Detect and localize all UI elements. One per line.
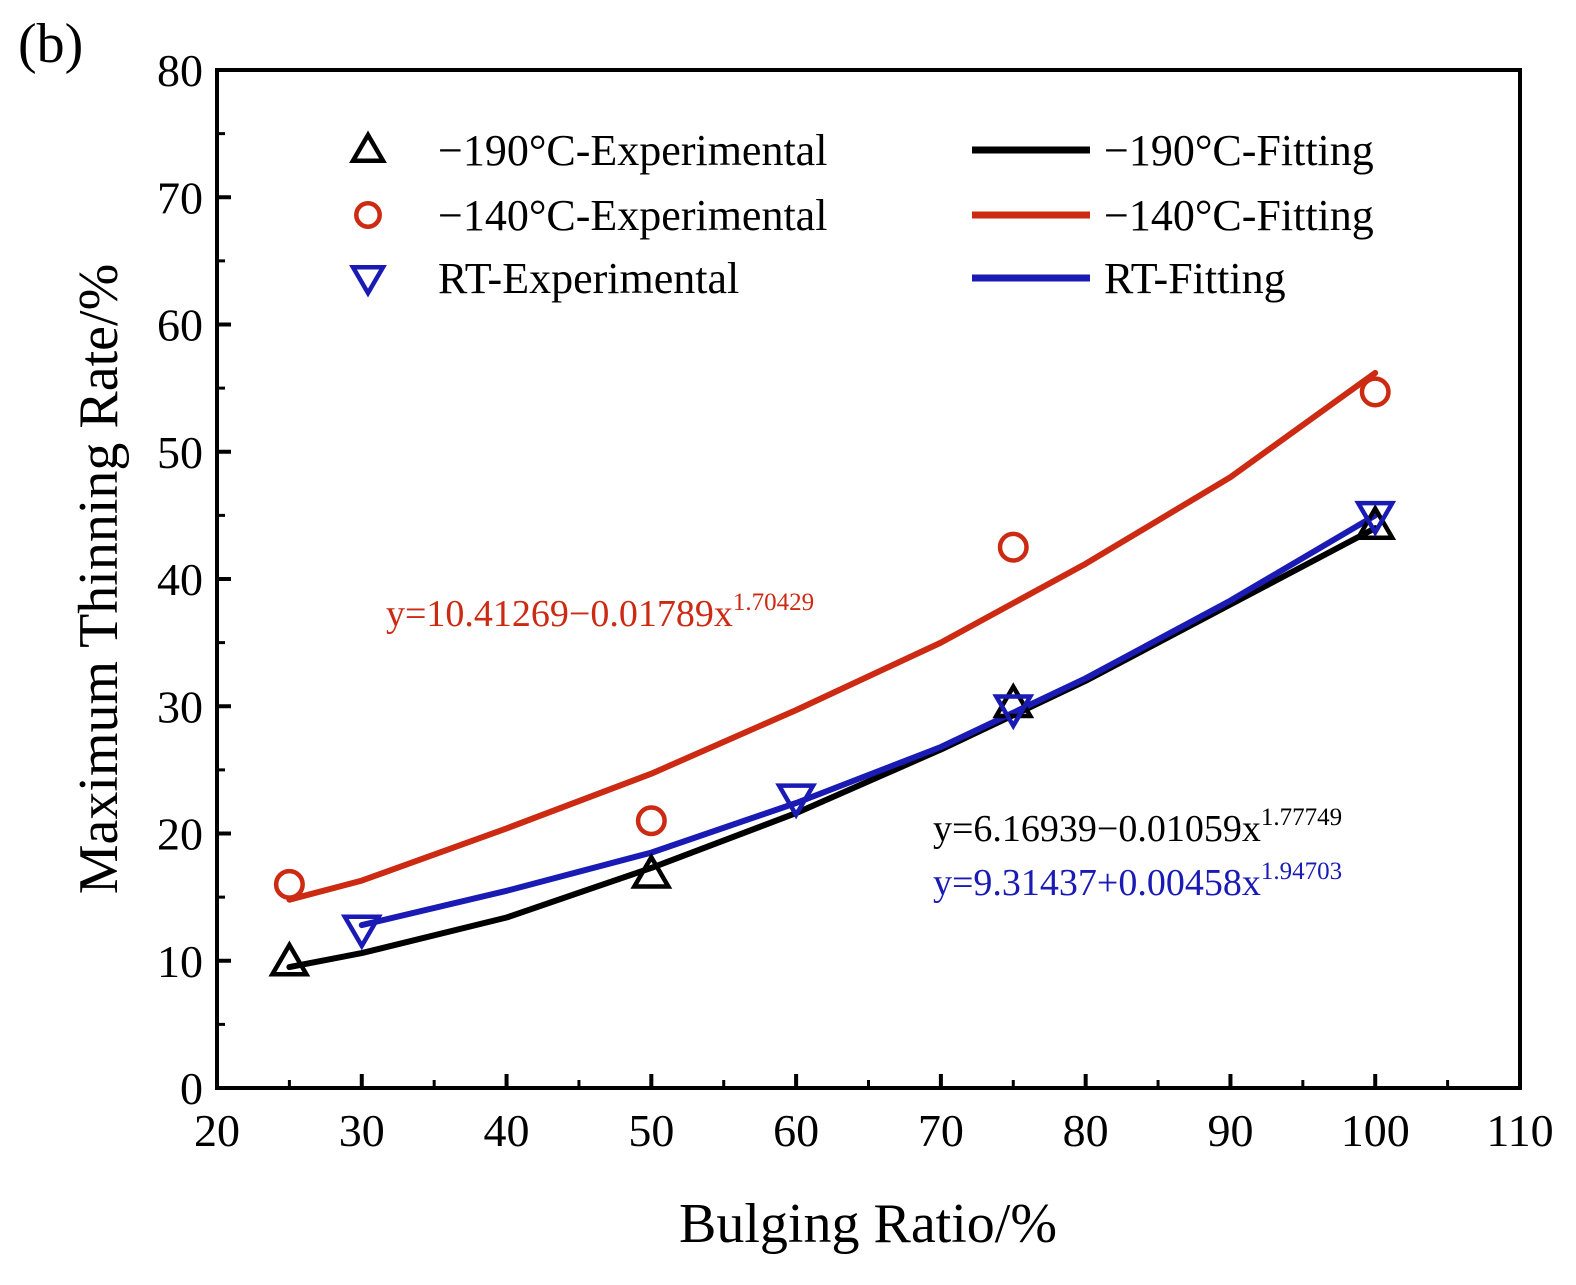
x-axis-label: Bulging Ratio/% — [679, 1193, 1057, 1255]
data-point-minus140c-experimental — [1359, 376, 1391, 408]
x-tick-label: 40 — [484, 1105, 530, 1156]
axis-ticks: 20 30 40 50 60 70 80 90 100 110 0 10 20 30 40 50 60 70 80 — [157, 45, 1554, 1156]
fit-line-rt-fitting — [358, 512, 1379, 929]
legend-label: RT-Experimental — [438, 254, 739, 303]
data-point-minus190c-experimental — [268, 940, 311, 977]
data-point-rt-experimental — [992, 694, 1035, 731]
y-tick-label: 50 — [157, 427, 203, 478]
legend-item-rt-fitting: RT-Fitting — [972, 254, 1286, 303]
fit-equation: y=6.16939−0.01059x1.77749 — [933, 804, 1342, 850]
legend-item-minus190c-fitting: −190°C-Fitting — [972, 126, 1374, 175]
data-point-minus190c-experimental — [630, 852, 673, 889]
fit-line-minus140c-fitting — [286, 369, 1379, 903]
data-point-rt-experimental — [775, 783, 818, 820]
y-tick-label: 70 — [157, 172, 203, 223]
panel-label: (b) — [18, 13, 83, 75]
data-point-minus190c-experimental — [1354, 504, 1397, 541]
legend: −190°C-Experimental −140°C-Experimental RT… — [349, 126, 1374, 303]
data-point-rt-experimental — [340, 914, 383, 951]
legend-label: −190°C-Experimental — [438, 126, 827, 175]
legend-label: −140°C-Fitting — [1104, 191, 1374, 240]
data-point-minus140c-experimental — [273, 868, 305, 900]
legend-label: RT-Fitting — [1104, 254, 1286, 303]
y-tick-label: 10 — [157, 936, 203, 987]
y-tick-label: 60 — [157, 300, 203, 351]
y-axis-label: Maximum Thinning Rate/% — [68, 264, 130, 894]
y-tick-label: 40 — [157, 554, 203, 605]
data-point-minus140c-experimental — [997, 531, 1029, 563]
x-tick-label: 50 — [628, 1105, 674, 1156]
legend-item-minus140c-fitting: −140°C-Fitting — [972, 191, 1374, 240]
x-tick-label: 90 — [1207, 1105, 1253, 1156]
fit-equation-base: y=9.31437+0.00458x — [933, 862, 1261, 904]
x-tick-label: 60 — [773, 1105, 819, 1156]
legend-marker — [354, 201, 382, 229]
fit-equation: y=10.41269−0.01789x1.70429 — [386, 589, 814, 635]
data-markers — [268, 376, 1397, 977]
x-tick-label: 100 — [1341, 1105, 1410, 1156]
x-tick-label: 70 — [918, 1105, 964, 1156]
fit-equation-exponent: 1.94703 — [1261, 858, 1342, 885]
y-tick-label: 20 — [157, 809, 203, 860]
fit-equation-base: y=10.41269−0.01789x — [386, 593, 733, 635]
legend-label: −190°C-Fitting — [1104, 126, 1374, 175]
fit-equation-exponent: 1.77749 — [1261, 804, 1342, 831]
y-tick-label: 30 — [157, 681, 203, 732]
fit-equations: y=10.41269−0.01789x1.70429 y=6.16939−0.01… — [386, 589, 1342, 904]
x-tick-label: 30 — [339, 1105, 385, 1156]
x-tick-label: 80 — [1063, 1105, 1109, 1156]
fit-equation-exponent: 1.70429 — [733, 589, 814, 616]
x-tick-label: 110 — [1486, 1105, 1553, 1156]
x-tick-label: 20 — [194, 1105, 240, 1156]
fit-equation: y=9.31437+0.00458x1.94703 — [933, 858, 1342, 904]
legend-item-minus190c-experimental: −190°C-Experimental — [349, 126, 827, 175]
fit-equation-base: y=6.16939−0.01059x — [933, 808, 1261, 850]
legend-marker — [349, 130, 387, 164]
data-point-minus140c-experimental — [635, 805, 667, 837]
legend-item-rt-experimental: RT-Experimental — [349, 254, 739, 303]
legend-item-minus140c-experimental: −140°C-Experimental — [354, 191, 827, 240]
legend-marker — [349, 264, 387, 298]
data-point-minus190c-experimental — [992, 682, 1035, 719]
legend-label: −140°C-Experimental — [438, 191, 827, 240]
data-point-rt-experimental — [1354, 500, 1397, 537]
y-tick-label: 80 — [157, 45, 203, 96]
y-tick-label: 0 — [180, 1063, 203, 1114]
